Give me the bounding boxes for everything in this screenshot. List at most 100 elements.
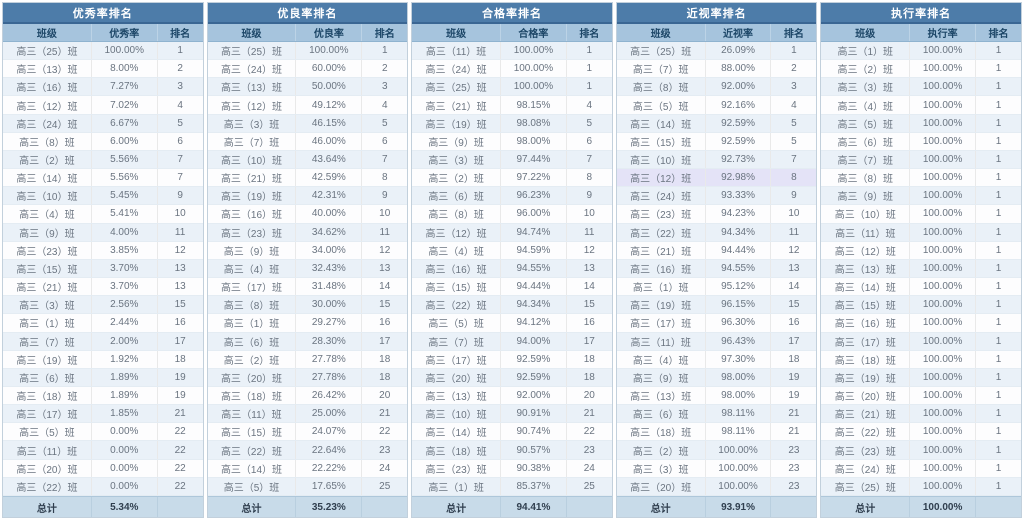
table-row[interactable]: 高三（13）班 98.00% 19 bbox=[616, 386, 817, 406]
table-row[interactable]: 高三（18）班 1.89% 19 bbox=[3, 386, 203, 406]
table-row[interactable]: 高三（2）班 100.00% 23 bbox=[616, 441, 817, 460]
table-row[interactable]: 高三（25）班 26.09% 1 bbox=[616, 42, 817, 61]
table-row[interactable]: 高三（23）班 90.38% 24 bbox=[412, 459, 612, 478]
table-row[interactable]: 高三（23）班 34.62% 11 bbox=[207, 223, 408, 242]
table-row[interactable]: 高三（19）班 1.92% 18 bbox=[3, 350, 203, 369]
table-row[interactable]: 高三（19）班 96.15% 15 bbox=[616, 296, 817, 315]
table-row[interactable]: 高三（8）班 96.00% 10 bbox=[412, 205, 612, 224]
table-row[interactable]: 高三（20）班 100.00% 1 bbox=[821, 386, 1021, 406]
table-row[interactable]: 高三（15）班 94.44% 14 bbox=[412, 278, 612, 297]
table-row[interactable]: 高三（24）班 100.00% 1 bbox=[412, 60, 612, 79]
table-row[interactable]: 高三（6）班 100.00% 1 bbox=[821, 132, 1021, 151]
table-row[interactable]: 高三（4）班 97.30% 18 bbox=[616, 350, 817, 369]
table-row[interactable]: 高三（3）班 100.00% 23 bbox=[616, 459, 817, 478]
table-row[interactable]: 高三（17）班 96.30% 16 bbox=[616, 314, 817, 333]
table-row[interactable]: 高三（2）班 100.00% 1 bbox=[821, 60, 1021, 79]
table-row[interactable]: 高三（21）班 98.15% 4 bbox=[412, 96, 612, 115]
table-row[interactable]: 高三（4）班 32.43% 13 bbox=[207, 259, 408, 279]
table-row[interactable]: 高三（5）班 100.00% 1 bbox=[821, 114, 1021, 133]
table-row[interactable]: 高三（14）班 100.00% 1 bbox=[821, 278, 1021, 297]
table-row[interactable]: 高三（16）班 100.00% 1 bbox=[821, 314, 1021, 333]
table-row[interactable]: 高三（7）班 46.00% 6 bbox=[207, 132, 408, 151]
table-row[interactable]: 高三（11）班 100.00% 1 bbox=[821, 223, 1021, 242]
table-row[interactable]: 高三（9）班 98.00% 19 bbox=[616, 368, 817, 387]
table-row[interactable]: 高三（18）班 26.42% 20 bbox=[207, 386, 408, 406]
table-row[interactable]: 高三（9）班 34.00% 12 bbox=[207, 241, 408, 260]
table-row[interactable]: 高三（8）班 92.00% 3 bbox=[616, 78, 817, 97]
table-row[interactable]: 高三（12）班 7.02% 4 bbox=[3, 96, 203, 115]
table-row[interactable]: 高三（22）班 0.00% 22 bbox=[3, 477, 203, 496]
table-row[interactable]: 高三（16）班 94.55% 13 bbox=[412, 259, 612, 279]
table-row[interactable]: 高三（12）班 49.12% 4 bbox=[207, 96, 408, 115]
table-row[interactable]: 高三（21）班 94.44% 12 bbox=[616, 241, 817, 260]
table-row[interactable]: 高三（5）班 92.16% 4 bbox=[616, 96, 817, 115]
table-row[interactable]: 高三（1）班 95.12% 14 bbox=[616, 278, 817, 297]
table-row[interactable]: 高三（13）班 100.00% 1 bbox=[821, 259, 1021, 279]
table-row[interactable]: 高三（20）班 92.59% 18 bbox=[412, 368, 612, 387]
table-row[interactable]: 高三（23）班 3.85% 12 bbox=[3, 241, 203, 260]
table-row[interactable]: 高三（21）班 100.00% 1 bbox=[821, 405, 1021, 424]
table-row[interactable]: 高三（1）班 2.44% 16 bbox=[3, 314, 203, 333]
table-row[interactable]: 高三（20）班 27.78% 18 bbox=[207, 368, 408, 387]
table-row[interactable]: 高三（9）班 98.00% 6 bbox=[412, 132, 612, 151]
table-row[interactable]: 高三（11）班 100.00% 1 bbox=[412, 42, 612, 61]
table-row[interactable]: 高三（10）班 92.73% 7 bbox=[616, 150, 817, 170]
table-row[interactable]: 高三（4）班 100.00% 1 bbox=[821, 96, 1021, 115]
table-row[interactable]: 高三（8）班 100.00% 1 bbox=[821, 169, 1021, 188]
table-row[interactable]: 高三（15）班 24.07% 22 bbox=[207, 423, 408, 442]
table-row[interactable]: 高三（3）班 2.56% 15 bbox=[3, 296, 203, 315]
table-row[interactable]: 高三（1）班 29.27% 16 bbox=[207, 314, 408, 333]
table-row[interactable]: 高三（21）班 3.70% 13 bbox=[3, 278, 203, 297]
table-row[interactable]: 高三（7）班 100.00% 1 bbox=[821, 150, 1021, 170]
table-row[interactable]: 高三（15）班 100.00% 1 bbox=[821, 296, 1021, 315]
table-row[interactable]: 高三（2）班 27.78% 18 bbox=[207, 350, 408, 369]
table-row[interactable]: 高三（12）班 94.74% 11 bbox=[412, 223, 612, 242]
table-row[interactable]: 高三（12）班 100.00% 1 bbox=[821, 241, 1021, 260]
table-row[interactable]: 高三（9）班 4.00% 11 bbox=[3, 223, 203, 242]
table-row[interactable]: 高三（25）班 100.00% 1 bbox=[821, 477, 1021, 496]
table-row[interactable]: 高三（16）班 94.55% 13 bbox=[616, 259, 817, 279]
table-row[interactable]: 高三（24）班 93.33% 9 bbox=[616, 187, 817, 206]
table-row[interactable]: 高三（21）班 42.59% 8 bbox=[207, 169, 408, 188]
table-row[interactable]: 高三（8）班 6.00% 6 bbox=[3, 132, 203, 151]
table-row[interactable]: 高三（19）班 42.31% 9 bbox=[207, 187, 408, 206]
table-row[interactable]: 高三（5）班 17.65% 25 bbox=[207, 477, 408, 496]
table-row[interactable]: 高三（6）班 98.11% 21 bbox=[616, 405, 817, 424]
table-row[interactable]: 高三（24）班 60.00% 2 bbox=[207, 60, 408, 79]
table-row[interactable]: 高三（14）班 5.56% 7 bbox=[3, 169, 203, 188]
table-row[interactable]: 高三（1）班 85.37% 25 bbox=[412, 477, 612, 496]
table-row[interactable]: 高三（13）班 50.00% 3 bbox=[207, 78, 408, 97]
table-row[interactable]: 高三（19）班 98.08% 5 bbox=[412, 114, 612, 133]
table-row[interactable]: 高三（10）班 90.91% 21 bbox=[412, 405, 612, 424]
table-row[interactable]: 高三（24）班 100.00% 1 bbox=[821, 459, 1021, 478]
table-row[interactable]: 高三（2）班 97.22% 8 bbox=[412, 169, 612, 188]
table-row[interactable]: 高三（4）班 94.59% 12 bbox=[412, 241, 612, 260]
table-row[interactable]: 高三（18）班 90.57% 23 bbox=[412, 441, 612, 460]
table-row[interactable]: 高三（6）班 28.30% 17 bbox=[207, 332, 408, 351]
table-row[interactable]: 高三（11）班 0.00% 22 bbox=[3, 441, 203, 460]
table-row[interactable]: 高三（13）班 8.00% 2 bbox=[3, 60, 203, 79]
table-row[interactable]: 高三（3）班 97.44% 7 bbox=[412, 150, 612, 170]
table-row[interactable]: 高三（17）班 92.59% 18 bbox=[412, 350, 612, 369]
table-row[interactable]: 高三（7）班 88.00% 2 bbox=[616, 60, 817, 79]
table-row[interactable]: 高三（2）班 5.56% 7 bbox=[3, 150, 203, 170]
table-row[interactable]: 高三（10）班 43.64% 7 bbox=[207, 150, 408, 170]
table-row[interactable]: 高三（16）班 40.00% 10 bbox=[207, 205, 408, 224]
table-row[interactable]: 高三（25）班 100.00% 1 bbox=[207, 42, 408, 61]
table-row[interactable]: 高三（15）班 3.70% 13 bbox=[3, 259, 203, 279]
table-row[interactable]: 高三（22）班 100.00% 1 bbox=[821, 423, 1021, 442]
table-row[interactable]: 高三（3）班 46.15% 5 bbox=[207, 114, 408, 133]
table-row[interactable]: 高三（19）班 100.00% 1 bbox=[821, 368, 1021, 387]
table-row[interactable]: 高三（24）班 6.67% 5 bbox=[3, 114, 203, 133]
table-row[interactable]: 高三（15）班 92.59% 5 bbox=[616, 132, 817, 151]
table-row[interactable]: 高三（13）班 92.00% 20 bbox=[412, 386, 612, 406]
table-row[interactable]: 高三（12）班 92.98% 8 bbox=[616, 169, 817, 188]
table-row[interactable]: 高三（5）班 0.00% 22 bbox=[3, 423, 203, 442]
table-row[interactable]: 高三（7）班 2.00% 17 bbox=[3, 332, 203, 351]
table-row[interactable]: 高三（1）班 100.00% 1 bbox=[821, 42, 1021, 61]
table-row[interactable]: 高三（11）班 96.43% 17 bbox=[616, 332, 817, 351]
table-row[interactable]: 高三（4）班 5.41% 10 bbox=[3, 205, 203, 224]
table-row[interactable]: 高三（8）班 30.00% 15 bbox=[207, 296, 408, 315]
table-row[interactable]: 高三（25）班 100.00% 1 bbox=[3, 42, 203, 61]
table-row[interactable]: 高三（14）班 92.59% 5 bbox=[616, 114, 817, 133]
